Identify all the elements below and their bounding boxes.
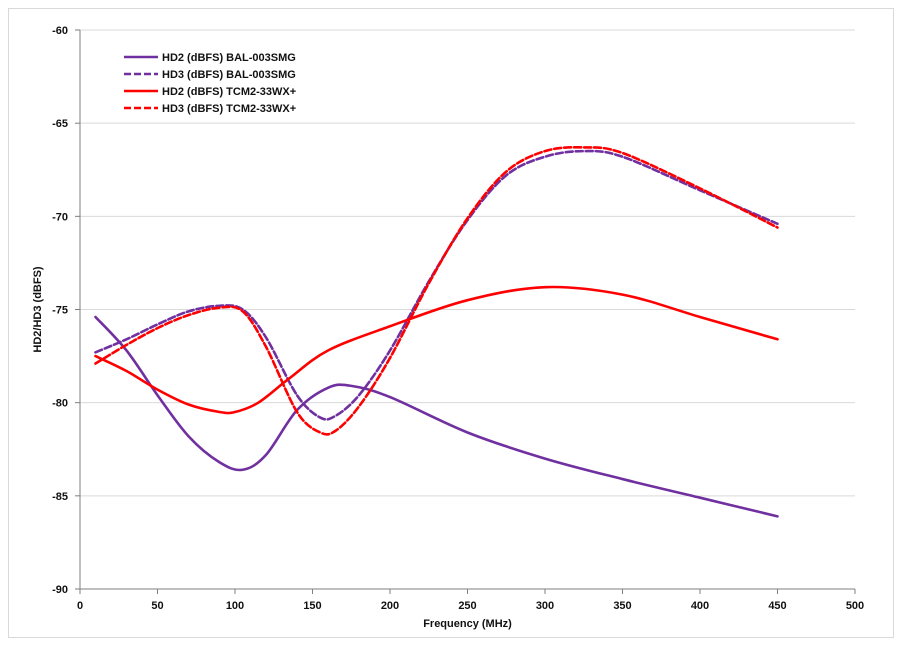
series-line-hd3-dbfs-tcm2-33wx xyxy=(94,145,779,436)
y-tick-label-6: -60 xyxy=(52,25,68,37)
y-tick-label-1: -85 xyxy=(52,491,68,503)
legend-label-hd3-dbfs-tcm2-33wx: HD3 (dBFS) TCM2-33WX+ xyxy=(162,103,296,115)
y-tick-label-5: -65 xyxy=(52,118,68,130)
line-chart: -90 -85 -80 -75 -70 -65 -60 0 50 100 150 200 250 300 3… xyxy=(32,25,864,630)
y-tick-label-0: -90 xyxy=(52,584,68,596)
y-tick-label-4: -70 xyxy=(52,211,68,223)
axis-layer: -90 -85 -80 -75 -70 -65 -60 0 50 100 150 200 250 300 3… xyxy=(52,25,864,612)
series-line-hd2-dbfs-tcm2-33wx xyxy=(94,285,779,415)
series-layer xyxy=(94,145,779,518)
x-tick-label-3: 150 xyxy=(303,600,321,612)
x-tick-label-10: 500 xyxy=(846,600,864,612)
y-tick-label-2: -80 xyxy=(52,398,68,410)
x-tick-label-4: 200 xyxy=(381,600,399,612)
series-line-hd2-dbfs-bal-003smg xyxy=(94,315,779,518)
chart-frame: -90 -85 -80 -75 -70 -65 -60 0 50 100 150 200 250 300 3… xyxy=(8,8,894,638)
x-tick-label-8: 400 xyxy=(691,600,709,612)
y-axis-title: HD2/HD3 (dBFS) xyxy=(32,266,44,353)
x-tick-label-0: 0 xyxy=(77,600,83,612)
legend-label-hd2-dbfs-tcm2-33wx: HD2 (dBFS) TCM2-33WX+ xyxy=(162,86,296,98)
x-tick-label-5: 250 xyxy=(458,600,476,612)
x-axis-title: Frequency (MHz) xyxy=(423,618,512,630)
x-tick-label-6: 300 xyxy=(536,600,554,612)
x-tick-label-7: 350 xyxy=(613,600,631,612)
y-tick-label-3: -75 xyxy=(52,305,68,317)
legend-label-hd3-dbfs-bal-003smg: HD3 (dBFS) BAL-003SMG xyxy=(162,69,296,81)
x-tick-label-9: 450 xyxy=(768,600,786,612)
grid-layer xyxy=(80,29,855,497)
legend: HD2 (dBFS) BAL-003SMG HD3 (dBFS) BAL-003S… xyxy=(124,52,296,115)
x-tick-label-2: 100 xyxy=(226,600,244,612)
series-line-hd3-dbfs-bal-003smg xyxy=(94,149,779,421)
x-tick-label-1: 50 xyxy=(151,600,163,612)
legend-label-hd2-dbfs-bal-003smg: HD2 (dBFS) BAL-003SMG xyxy=(162,52,296,64)
